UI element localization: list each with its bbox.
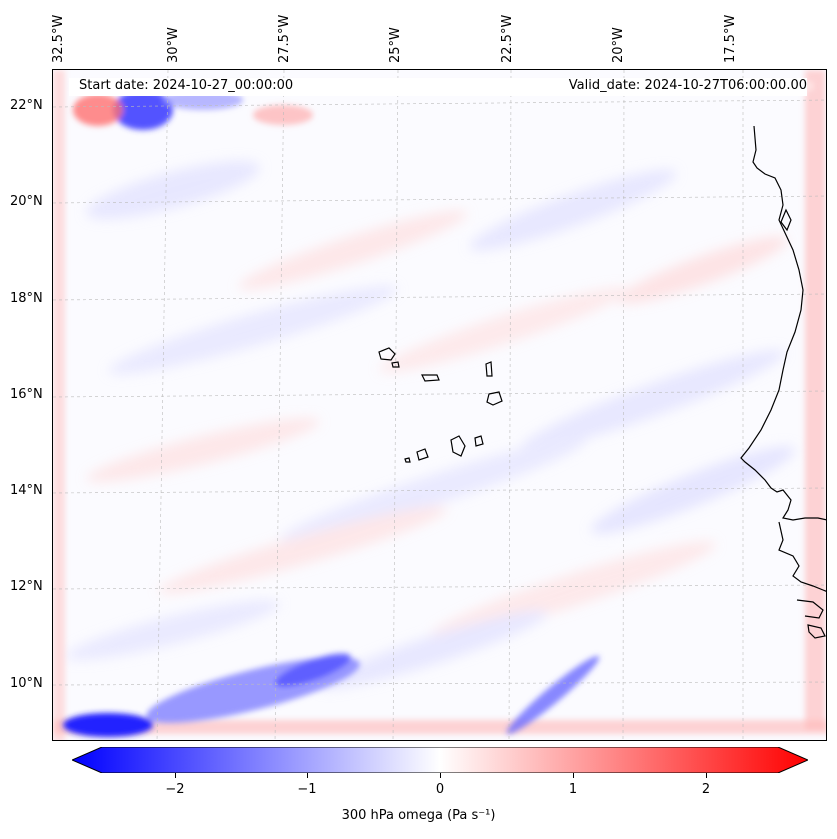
omega-field bbox=[53, 70, 826, 740]
cbar-tickmark bbox=[175, 773, 176, 778]
gridlines bbox=[53, 70, 826, 740]
cbar-tick-label: 1 bbox=[568, 782, 578, 797]
cape-verde-islands bbox=[378, 347, 503, 463]
cbar-tickmark bbox=[307, 773, 308, 778]
cbar-tickmark bbox=[440, 773, 441, 778]
lon-label: 25°W bbox=[388, 27, 403, 63]
lon-label: 17.5°W bbox=[723, 14, 738, 63]
lat-label: 20°N bbox=[10, 194, 43, 209]
lat-label: 22°N bbox=[10, 98, 43, 113]
valid-date-label: Valid_date: 2024-10-27T06:00:00.00 bbox=[568, 78, 807, 93]
cbar-tick-label: 0 bbox=[435, 782, 445, 797]
lon-label: 30°W bbox=[166, 27, 181, 63]
lat-label: 18°N bbox=[10, 291, 43, 306]
lat-label: 16°N bbox=[10, 387, 43, 402]
cbar-tick-label: −1 bbox=[297, 782, 317, 797]
coastline bbox=[740, 125, 826, 521]
cbar-tick-label: −2 bbox=[165, 782, 185, 797]
lon-label: 32.5°W bbox=[51, 14, 66, 63]
start-date-label: Start date: 2024-10-27_00:00:00 bbox=[79, 78, 294, 93]
cbar-tick-label: 2 bbox=[701, 782, 711, 797]
lon-label: 22.5°W bbox=[500, 14, 515, 63]
info-bar bbox=[69, 78, 807, 96]
map-panel bbox=[52, 69, 827, 741]
lat-label: 12°N bbox=[10, 579, 43, 594]
colorbar-label: 300 hPa omega (Pa s⁻¹) bbox=[341, 808, 496, 823]
cbar-tickmark bbox=[706, 773, 707, 778]
lat-label: 10°N bbox=[10, 676, 43, 691]
cbar-tickmark bbox=[573, 773, 574, 778]
lon-label: 27.5°W bbox=[277, 14, 292, 63]
colorbar bbox=[72, 747, 808, 773]
lon-label: 20°W bbox=[611, 27, 626, 63]
lat-label: 14°N bbox=[10, 483, 43, 498]
